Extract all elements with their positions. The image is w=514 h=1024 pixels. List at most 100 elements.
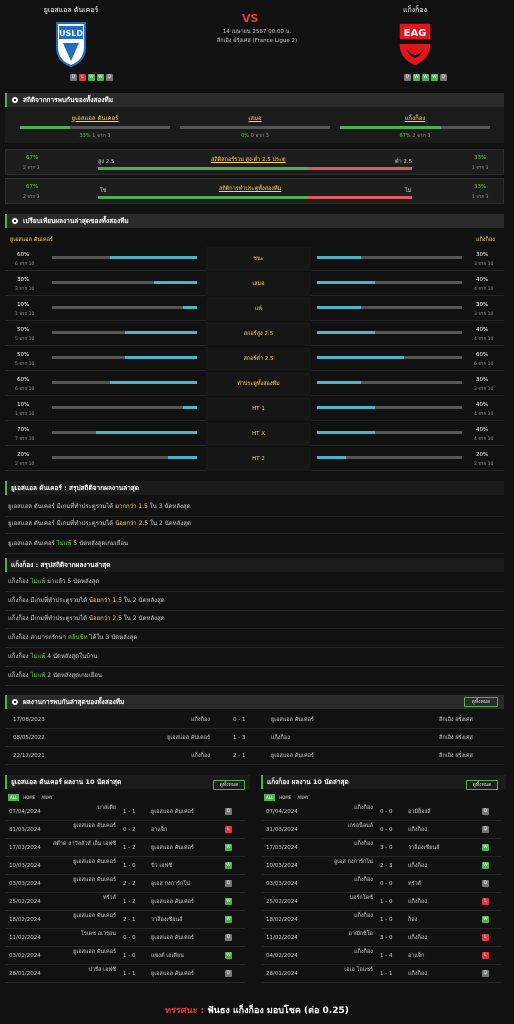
match-date: 17/08/2023 [13,717,45,723]
result-row[interactable]: 31/03/2024 เกรอน็อบล์ 0 - 0 แก็งก็อง D [262,821,502,839]
away-team[interactable]: ปัว เอฟซี [151,863,173,869]
home-team[interactable]: โรเดซ อเวรอน [80,931,116,937]
summary-row: แก็งก็อง ไม่แพ้ 4 นัดหลังสุดในบ้าน [5,647,504,667]
home-team[interactable]: แก็งก็อง [354,877,373,883]
home-team[interactable]: ยูเอสแอล ดันเคอร์ [73,913,116,919]
match-league[interactable]: ลีกเอิง ฝรั่งเศส (France Ligue 2) [216,38,298,44]
result-row[interactable]: 18/02/2024 ยูเอสแอล ดันเคอร์ 2 - 1 วาล็องเซ… [5,911,245,929]
home-team[interactable]: แก็งก็อง [354,949,373,955]
meeting-row[interactable]: 22/12/2021 แก็งก็อง 2 - 1 ยูเอสแอล ดันเคอร์… [5,747,504,765]
away-team[interactable]: วาล็องเซียนส์ [151,917,183,923]
result-row[interactable]: 03/03/2024 แก็งก็อง 0 - 0 ทรัวส์ D [262,875,502,893]
result-row[interactable]: 25/02/2024 ทรัวส์ 1 - 2 ยูเอสแอล ดันเคอร์ W [5,893,245,911]
home-team[interactable]: สต๊าด ลาวัลลัวส์ เอ็ม เอฟซี [52,841,116,847]
compare-left-bar [52,306,197,309]
score: 1 - 0 [123,863,136,869]
result-row[interactable]: 10/03/2024 ยูเอสแอล ดันเคอร์ 1 - 0 ปัว เอฟซ… [5,857,245,875]
away-team[interactable]: ยูเอสแอล ดันเคอร์ [271,717,314,723]
result-badge: D [225,880,232,887]
away-team[interactable]: แก็งก็อง [408,899,427,905]
result-row[interactable]: 18/02/2024 แก็งก็อง 1 - 0 ก็อง W [262,911,502,929]
last10-home-header: ยูเอสแอล ดันเคอร์ ผลงาน 10 นัดล่าสุด [5,775,250,789]
home-team[interactable]: ยูเอสแอล ดันเคอร์ [73,859,116,865]
result-row[interactable]: 28/01/2024 ปารีส เอฟซี 1 - 1 ยูเอสแอล ดันเค… [5,965,245,983]
tab-all[interactable]: ALL [8,794,20,801]
away-team[interactable]: ยูเอสแอล ดันเคอร์ [151,935,194,941]
result-row[interactable]: 31/03/2024 ยูเอสแอล ดันเคอร์ 0 - 2 อาแจ็ก L [5,821,245,839]
away-team[interactable]: ก็อง [408,917,418,923]
tab-home[interactable]: HOME [23,795,36,800]
away-team[interactable]: ทรัวส์ [408,881,422,887]
result-row[interactable]: 07/04/2024 แก็งก็อง 0 - 0 อามีย็องส์ D [262,803,502,821]
form-badge: W [422,74,429,81]
away-team[interactable]: อามีย็องส์ [408,809,431,815]
result-row[interactable]: 07/04/2024 บาสเตีย 1 - 1 ยูเอสแอล ดันเคอร์ D [5,803,245,821]
away-team[interactable]: อาแจ็ก [408,953,425,959]
result-row[interactable]: 10/03/2024 อูเอส กงการ์กโน่ 2 - 3 แก็งก็อง W [262,857,502,875]
home-team[interactable]: บาสเตีย [97,805,116,811]
view-all-button[interactable]: ดูทั้งหมด [464,697,498,707]
home-team[interactable]: อูเอส กงการ์กโน่ [333,859,373,865]
tab-away[interactable]: AWAY [41,795,53,800]
home-team[interactable]: แก็งก็อง [191,753,210,759]
home-team[interactable]: เกรอน็อบล์ [347,823,373,829]
away-team[interactable]: แก็งก็อง [408,971,427,977]
away-team[interactable]: ยูเอสแอล ดันเคอร์ [151,845,194,851]
home-team-name[interactable]: ยูเอสแอล ดันเคอร์ [43,6,99,14]
meeting-row[interactable]: 08/05/2022 ยูเอสแอล ดันเคอร์ 1 - 3 แก็งก็อง… [5,729,504,747]
home-team[interactable]: บอร์กโดซ์ [349,895,373,901]
result-row[interactable]: 11/02/2024 โรเดซ อเวรอน 0 - 0 ยูเอสแอล ดันเ… [5,929,245,947]
result-row[interactable]: 11/02/2024 อาฌักซิโอ 3 - 0 แก็งก็อง L [262,929,502,947]
away-team[interactable]: ยูเอสแอล ดันเคอร์ [151,899,194,905]
result-row[interactable]: 04/02/2024 แก็งก็อง 1 - 4 อาแจ็ก L [262,947,502,965]
home-team[interactable]: แก็งก็อง [354,913,373,919]
away-team[interactable]: แก็งก็อง [408,935,427,941]
away-team[interactable]: ยูเอสแอล ดันเคอร์ [151,971,194,977]
away-team[interactable]: ยูเอสแอล ดันเคอร์ [271,753,314,759]
home-team[interactable]: ยูเอสแอล ดันเคอร์ [73,877,116,883]
compare-left-sub: 2 จาก 10 [15,462,35,467]
home-team[interactable]: ยูเอสแอล ดันเคอร์ [73,823,116,829]
home-team[interactable]: ปารีส เอฟซี [88,967,116,973]
home-team[interactable]: แก็งก็อง [354,805,373,811]
h2h-draw-pct: 0% [241,133,250,139]
meeting-row[interactable]: 17/08/2023 แก็งก็อง 0 - 1 ยูเอสแอล ดันเคอร์… [5,711,504,729]
away-team[interactable]: วาล็องเซียนส์ [408,845,440,851]
result-row[interactable]: 17/03/2024 แก็งก็อง 3 - 0 วาล็องเซียนส์ W [262,839,502,857]
away-team[interactable]: ยูเอสแอล ดันเคอร์ [151,809,194,815]
away-team[interactable]: แก็งก็อง [271,735,290,741]
view-all-button[interactable]: ดูทั้งหมด [213,780,245,790]
section-title: ผลงานการพบกันล่าสุดของทั้งสองทีม [23,698,125,706]
form-badge: W [431,74,438,81]
home-team[interactable]: ยูเอสแอล ดันเคอร์ [73,949,116,955]
result-row[interactable]: 25/02/2024 บอร์กโดซ์ 1 - 0 แก็งก็อง L [262,893,502,911]
home-team[interactable]: แก็งก็อง [191,717,210,723]
compare-row: 50% 5 จาก 10 สกอร์ต่ำ 2.5 60% 6 จาก 10 [5,347,504,371]
away-team[interactable]: แซงต์ เอเตียน [151,953,184,959]
result-row[interactable]: 03/02/2024 ยูเอสแอล ดันเคอร์ 1 - 0 แซงต์ เอ… [5,947,245,965]
home-team[interactable]: อาฌักซิโอ [348,931,373,937]
filter-tabs: ALL HOME AWAY [264,794,310,801]
home-team[interactable]: ทรัวส์ [102,895,116,901]
tab-all[interactable]: ALL [264,794,276,801]
compare-left-sub: 5 จาก 10 [15,337,35,342]
home-team[interactable]: แก็งก็อง [354,841,373,847]
result-row[interactable]: 28/01/2024 เอเอ โอแซร์ 1 - 1 แก็งก็อง D [262,965,502,983]
tab-away[interactable]: AWAY [297,795,309,800]
home-team[interactable]: เอเอ โอแซร์ [344,967,373,973]
result-row[interactable]: 17/03/2024 สต๊าด ลาวัลลัวส์ เอ็ม เอฟซี 1 -… [5,839,245,857]
result-row[interactable]: 03/03/2024 ยูเอสแอล ดันเคอร์ 2 - 2 อูเอส กง… [5,875,245,893]
tab-home[interactable]: HOME [279,795,292,800]
score: 2 - 1 [233,753,246,759]
away-team-name[interactable]: แก็งก็อง [402,6,428,14]
home-team[interactable]: ยูเอสแอล ดันเคอร์ [167,735,210,741]
view-all-button[interactable]: ดูทั้งหมด [466,780,498,790]
summary-row: แก็งก็อง มีเกมที่ทำประตูรวมได้ น้อยกว่า … [5,609,504,629]
match-date: 18/02/2024 [9,917,41,923]
compare-left-bar [52,431,197,434]
away-team[interactable]: แก็งก็อง [408,863,427,869]
away-team[interactable]: แก็งก็อง [408,827,427,833]
h2h-away-sub: 2 จาก 3 [412,133,431,139]
away-team[interactable]: อาแจ็ก [151,827,168,833]
away-team[interactable]: อูเอส กงการ์กโน่ [151,881,191,887]
